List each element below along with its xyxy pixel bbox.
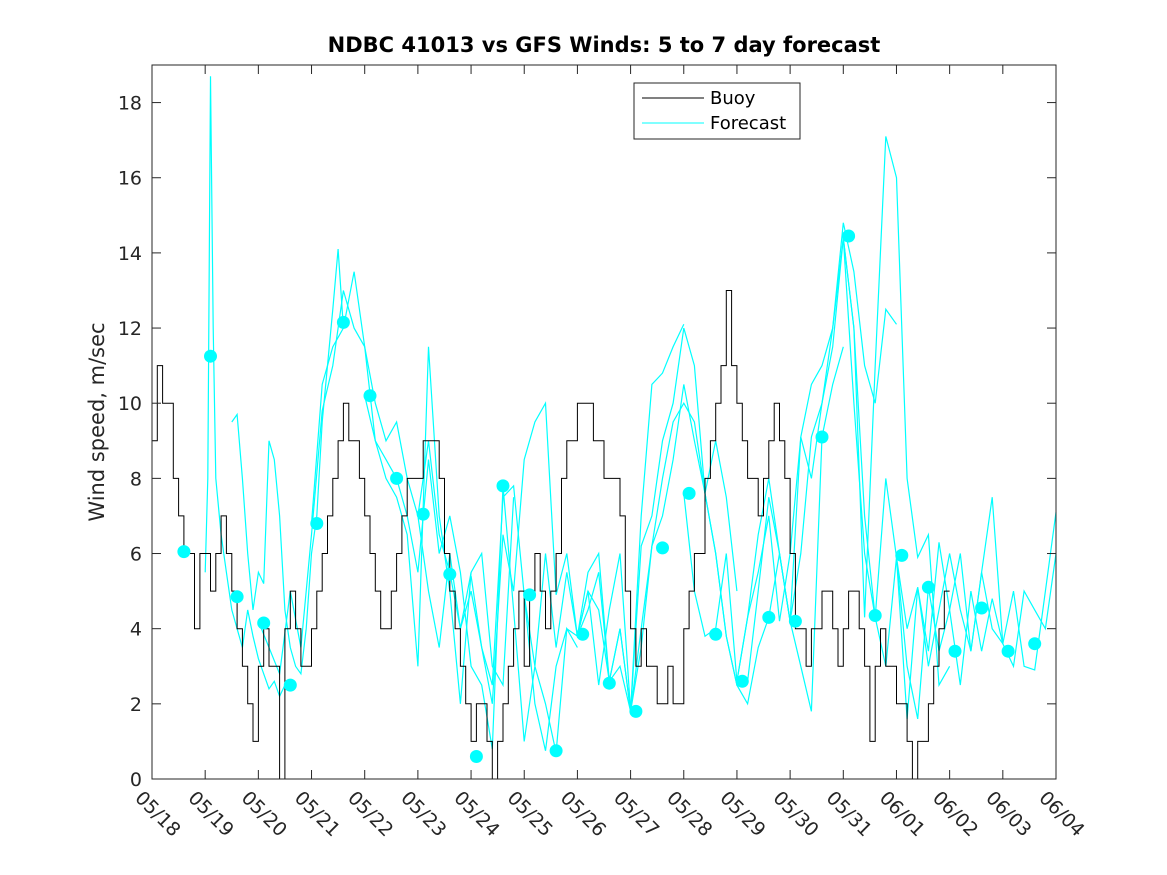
forecast-point [443,567,457,581]
forecast-point [1001,644,1015,658]
forecast-point [257,616,271,630]
forecast-point [390,471,404,485]
chart-title: NDBC 41013 vs GFS Winds: 5 to 7 day fore… [328,33,881,57]
forecast-point [735,674,749,688]
forecast-point [523,588,537,602]
y-axis: 0 2 4 6 8 10 12 14 16 18 [118,93,1056,791]
forecast-point [310,517,324,530]
legend: Buoy Forecast [633,82,801,140]
forecast-line-0 [204,76,286,698]
y-tick-label: 6 [130,544,142,566]
forecast-point [469,750,483,763]
forecast-line-14 [895,553,1057,669]
y-tick-label: 18 [118,93,142,115]
forecast-point [975,601,989,615]
forecast-point [602,676,616,690]
plot-frame [151,64,1057,780]
y-axis-label: Wind speed, m/sec [85,322,109,521]
forecast-point [496,479,510,493]
legend-box [633,82,801,140]
y-tick-label: 14 [118,243,142,265]
plot-area [152,65,1056,779]
forecast-point [788,614,802,628]
forecast-point [363,389,377,403]
forecast-point [629,704,643,718]
forecast-points-layer [177,229,1042,763]
forecast-point [842,229,856,243]
y-tick-label: 8 [130,468,142,490]
y-tick-label: 12 [118,318,142,340]
forecast-point [336,315,350,329]
forecast-point [230,590,244,604]
forecast-point [762,610,776,624]
forecast-point [709,627,723,641]
forecast-point [177,545,191,559]
forecast-point [895,548,909,562]
forecast-point [283,678,297,692]
forecast-line-9 [630,346,844,712]
y-tick-label: 4 [130,619,142,641]
y-tick-label: 16 [118,168,142,190]
y-tick-label: 10 [118,393,142,415]
legend-label-forecast: Forecast [710,113,786,134]
y-tick-label: 0 [130,769,142,791]
forecast-line-4 [364,395,578,753]
forecast-point [204,349,217,363]
forecast-point [921,580,935,594]
forecast-line-13 [842,237,1057,720]
forecast-point [1028,637,1042,651]
forecast-point [576,627,590,641]
forecast-point [815,430,829,444]
forecast-point [868,609,882,622]
forecast-point [948,644,962,658]
forecast-point [656,541,669,555]
y-tick-label: 2 [130,694,142,716]
forecast-line-8 [576,327,791,712]
legend-label-buoy: Buoy [710,88,756,109]
forecast-point [549,744,563,758]
forecast-point [682,486,696,500]
forecast-point [416,507,430,521]
